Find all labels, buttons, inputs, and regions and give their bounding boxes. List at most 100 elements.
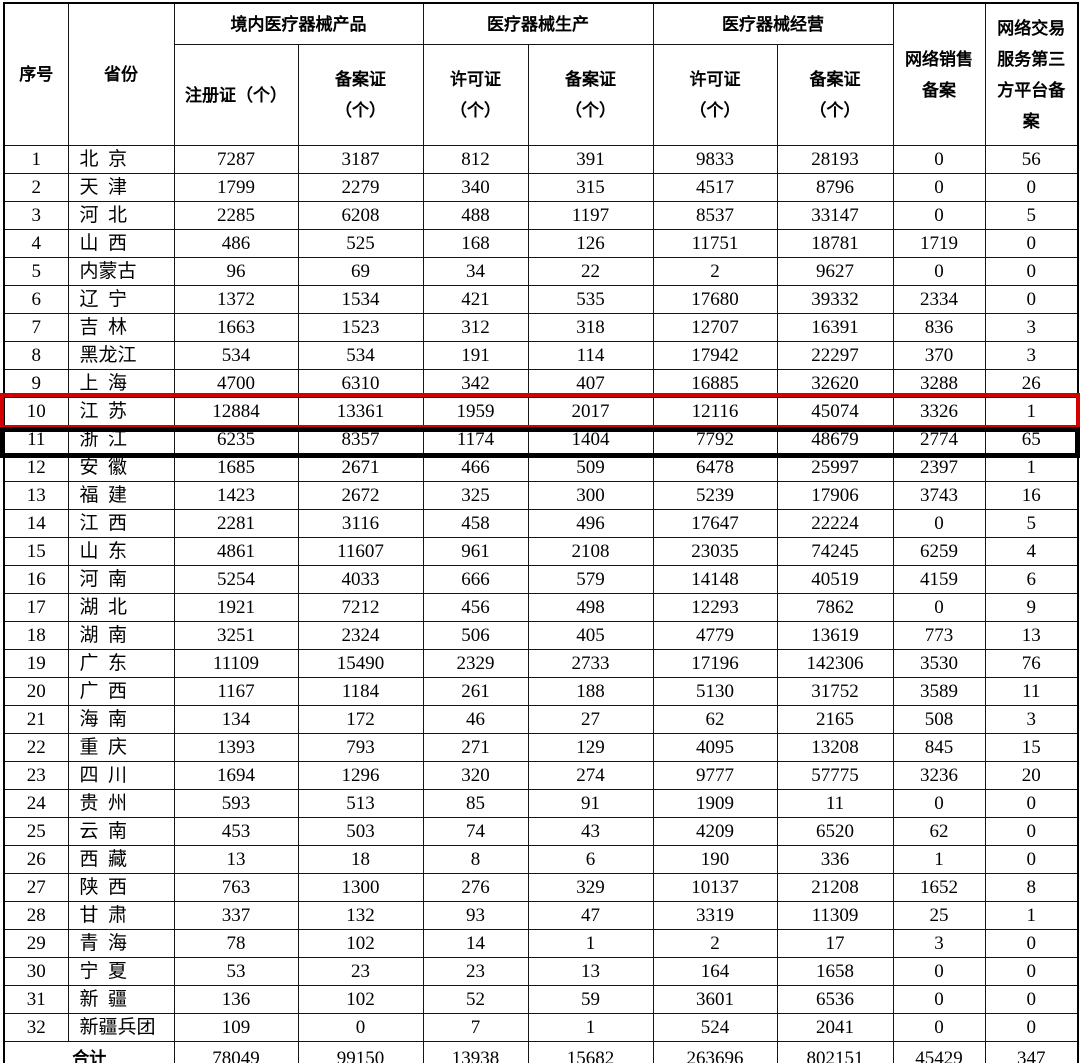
value-cell: 7212 <box>297 593 424 622</box>
value-cell: 5130 <box>652 677 778 706</box>
value-cell: 2397 <box>892 453 986 482</box>
row-index-cell: 19 <box>3 649 69 678</box>
value-cell: 14 <box>422 929 529 958</box>
value-cell: 11 <box>776 789 894 818</box>
province-name-cell: 山 东 <box>67 537 175 566</box>
province-name-cell: 河 北 <box>67 201 175 230</box>
value-cell: 74245 <box>776 537 894 566</box>
province-name-cell: 新 疆 <box>67 985 175 1014</box>
value-cell: 0 <box>984 229 1079 258</box>
value-cell: 10137 <box>652 873 778 902</box>
value-cell: 6310 <box>297 369 424 398</box>
value-cell: 525 <box>297 229 424 258</box>
value-cell: 1663 <box>173 313 299 342</box>
col-header-registration-cert: 注册证（个） <box>173 44 299 146</box>
col-header-license-production: 许可证 （个） <box>422 44 529 146</box>
row-index-cell: 28 <box>3 901 69 930</box>
col-header-filing-cert-production: 备案证 （个） <box>527 44 654 146</box>
value-cell: 6208 <box>297 201 424 230</box>
value-cell: 2733 <box>527 649 654 678</box>
value-cell: 40519 <box>776 565 894 594</box>
col-header-province: 省份 <box>67 2 175 146</box>
value-cell: 0 <box>892 257 986 286</box>
province-name-cell: 贵 州 <box>67 789 175 818</box>
col-group-domestic-products: 境内医疗器械产品 <box>173 2 424 45</box>
value-cell: 1 <box>984 901 1079 930</box>
value-cell: 6536 <box>776 985 894 1014</box>
value-cell: 47 <box>527 901 654 930</box>
value-cell: 1296 <box>297 761 424 790</box>
value-cell: 13619 <box>776 621 894 650</box>
value-cell: 13361 <box>297 397 424 426</box>
province-name-cell: 安 徽 <box>67 453 175 482</box>
value-cell: 1534 <box>297 285 424 314</box>
row-index-cell: 32 <box>3 1013 69 1042</box>
value-cell: 666 <box>422 565 529 594</box>
value-cell: 109 <box>173 1013 299 1042</box>
value-cell: 3589 <box>892 677 986 706</box>
value-cell: 23035 <box>652 537 778 566</box>
value-cell: 11751 <box>652 229 778 258</box>
value-cell: 3326 <box>892 397 986 426</box>
value-cell: 136 <box>173 985 299 1014</box>
value-cell: 17647 <box>652 509 778 538</box>
value-cell: 320 <box>422 761 529 790</box>
value-cell: 96 <box>173 257 299 286</box>
value-cell: 0 <box>984 845 1079 874</box>
province-name-cell: 湖 南 <box>67 621 175 650</box>
value-cell: 1652 <box>892 873 986 902</box>
table-header: 序号 省份 境内医疗器械产品 医疗器械生产 医疗器械经营 网络销售 备案 网络交… <box>3 2 1079 146</box>
value-cell: 168 <box>422 229 529 258</box>
value-cell: 12116 <box>652 397 778 426</box>
value-cell: 3288 <box>892 369 986 398</box>
value-cell: 1658 <box>776 957 894 986</box>
value-cell: 16885 <box>652 369 778 398</box>
value-cell: 336 <box>776 845 894 874</box>
value-cell: 1 <box>892 845 986 874</box>
total-value-cell: 263696 <box>652 1041 778 1063</box>
province-name-cell: 江 西 <box>67 509 175 538</box>
value-cell: 0 <box>892 509 986 538</box>
value-cell: 5254 <box>173 565 299 594</box>
value-cell: 3251 <box>173 621 299 650</box>
value-cell: 85 <box>422 789 529 818</box>
value-cell: 4517 <box>652 173 778 202</box>
value-cell: 0 <box>892 957 986 986</box>
value-cell: 4700 <box>173 369 299 398</box>
value-cell: 0 <box>984 957 1079 986</box>
value-cell: 2279 <box>297 173 424 202</box>
province-name-cell: 辽 宁 <box>67 285 175 314</box>
province-name-cell: 内蒙古 <box>67 257 175 286</box>
row-index-cell: 14 <box>3 509 69 538</box>
value-cell: 1 <box>527 1013 654 1042</box>
value-cell: 0 <box>892 593 986 622</box>
province-name-cell: 广 西 <box>67 677 175 706</box>
value-cell: 1300 <box>297 873 424 902</box>
value-cell: 2672 <box>297 481 424 510</box>
value-cell: 172 <box>297 705 424 734</box>
value-cell: 488 <box>422 201 529 230</box>
value-cell: 13 <box>173 845 299 874</box>
value-cell: 4159 <box>892 565 986 594</box>
table-footer: 合计 78049 99150 13938 15682 263696 802151… <box>3 1041 1079 1063</box>
value-cell: 486 <box>173 229 299 258</box>
value-cell: 1959 <box>422 397 529 426</box>
value-cell: 506 <box>422 621 529 650</box>
value-cell: 3319 <box>652 901 778 930</box>
value-cell: 62 <box>892 817 986 846</box>
total-value-cell: 347 <box>984 1041 1079 1063</box>
value-cell: 340 <box>422 173 529 202</box>
value-cell: 31752 <box>776 677 894 706</box>
value-cell: 1 <box>527 929 654 958</box>
col-header-filing-cert-operation: 备案证 （个） <box>776 44 894 146</box>
value-cell: 12707 <box>652 313 778 342</box>
row-index-cell: 6 <box>3 285 69 314</box>
value-cell: 836 <box>892 313 986 342</box>
value-cell: 26 <box>984 369 1079 398</box>
value-cell: 2324 <box>297 621 424 650</box>
value-cell: 91 <box>527 789 654 818</box>
value-cell: 337 <box>173 901 299 930</box>
